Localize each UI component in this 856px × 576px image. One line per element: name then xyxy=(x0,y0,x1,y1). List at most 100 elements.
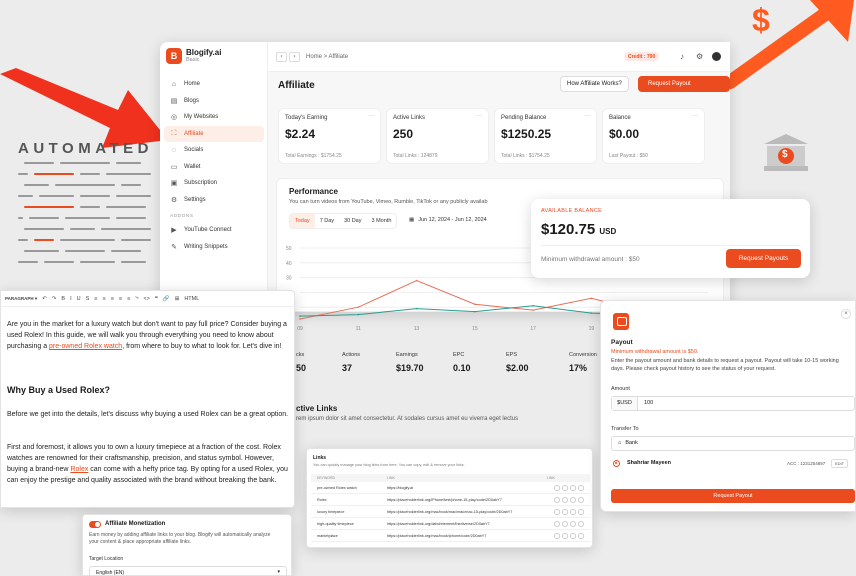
toolbar-button[interactable]: 🔗 xyxy=(162,295,170,302)
editor-paragraph-3[interactable]: First and foremost, it allows you to own… xyxy=(7,442,290,486)
rolex-link[interactable]: Rolex xyxy=(70,466,89,473)
request-payout-submit-button[interactable]: Request Payout xyxy=(611,489,855,503)
back-button[interactable]: ‹ xyxy=(276,52,287,62)
link-cell[interactable]: https://placeholderlink.org/mac/book/iph… xyxy=(387,534,487,538)
decorative-line xyxy=(80,173,100,175)
toolbar-button[interactable]: B xyxy=(61,295,66,302)
decorative-line xyxy=(116,195,151,197)
account-radio[interactable] xyxy=(613,460,620,467)
toolbar-button[interactable]: ≡ xyxy=(102,295,106,302)
date-range-picker[interactable]: ▦ Jun 12, 2024 - Jun 12, 2024 xyxy=(409,213,487,227)
more-icon[interactable]: ··· xyxy=(476,113,482,119)
copy-icon[interactable] xyxy=(554,497,560,503)
edit-icon[interactable] xyxy=(562,533,568,539)
currency-select[interactable]: $USD xyxy=(612,397,638,410)
toolbar-button[interactable]: ≡ xyxy=(110,295,114,302)
bell-icon[interactable]: ♪ xyxy=(680,52,684,61)
how-affiliate-works-button[interactable]: How Affiliate Works? xyxy=(560,76,629,92)
view-icon[interactable] xyxy=(570,509,576,515)
toolbar-button[interactable]: ≡ xyxy=(127,295,131,302)
more-icon[interactable]: ··· xyxy=(368,113,374,119)
bank-account-option[interactable]: Shahriar Mayeen ACC : 1231254897 EDIT xyxy=(611,456,855,471)
addons-heading: ADDONS xyxy=(170,214,194,219)
delete-icon[interactable] xyxy=(578,485,584,491)
tab-30-day[interactable]: 30 Day xyxy=(344,218,362,224)
avatar[interactable] xyxy=(712,52,721,61)
toolbar-button[interactable]: I xyxy=(70,295,72,302)
home-icon: ⌂ xyxy=(171,80,177,88)
toolbar-button[interactable]: U xyxy=(76,295,81,302)
toolbar-button[interactable]: HTML xyxy=(184,295,200,302)
gear-icon[interactable]: ⚙ xyxy=(696,52,704,61)
edit-icon[interactable] xyxy=(562,485,568,491)
editor-toolbar: PARAGRAPH ▾ ↶ ↷ B I U S ≡ ≡ ≡ ≡ ≡ ⤷ <> ❝ 🔗 ⊞ HTML xyxy=(1,291,296,307)
toolbar-button[interactable]: ⊞ xyxy=(174,295,180,302)
view-icon[interactable] xyxy=(570,533,576,539)
amount-field[interactable]: $USD 100 xyxy=(611,396,855,411)
tab-today[interactable]: Today xyxy=(290,214,315,228)
edit-icon[interactable] xyxy=(562,521,568,527)
toolbar-button[interactable]: ❝ xyxy=(154,295,158,302)
decorative-line xyxy=(34,173,74,175)
data-point xyxy=(474,303,476,306)
brand[interactable]: B Blogify.ai Basic xyxy=(166,48,221,64)
toolbar-button[interactable]: <> xyxy=(143,295,150,302)
editor-heading[interactable]: Why Buy a Used Rolex? xyxy=(7,385,111,395)
toolbar-button[interactable]: ⤷ xyxy=(135,295,139,301)
sidebar-item-subscription[interactable]: ▣ Subscription xyxy=(164,175,264,192)
link-cell[interactable]: https://placeholderlink.org/iPhone/test/… xyxy=(387,498,502,502)
link-cell[interactable]: https://placeholderlink.org/dabd/element… xyxy=(387,522,490,526)
copy-icon[interactable] xyxy=(554,533,560,539)
editor-paragraph-1[interactable]: Are you in the market for a luxury watch… xyxy=(7,319,290,352)
toolbar-button[interactable]: ≡ xyxy=(94,295,98,302)
sidebar-item-socials[interactable]: ◌ Socials xyxy=(164,142,264,159)
sidebar-item-my-websites[interactable]: ◎ My Websites xyxy=(164,109,264,126)
sidebar-item-affiliate[interactable]: ⛶ Affiliate xyxy=(164,125,264,142)
delete-icon[interactable] xyxy=(578,533,584,539)
payout-modal: × Payout Minimum withdrawal amount is $5… xyxy=(600,300,856,512)
request-payout-button[interactable]: Request Payout xyxy=(638,76,730,92)
delete-icon[interactable] xyxy=(578,509,584,515)
header-link: LINK xyxy=(387,476,395,480)
target-location-select[interactable]: English (EN) ▾ xyxy=(89,566,287,576)
sidebar-item-home[interactable]: ⌂ Home xyxy=(164,76,264,93)
delete-icon[interactable] xyxy=(578,521,584,527)
monetization-toggle[interactable] xyxy=(89,521,101,528)
tab-7-day[interactable]: 7 Day xyxy=(319,218,335,224)
bank-select[interactable]: ⌂ Bank xyxy=(611,436,855,451)
toolbar-button[interactable]: ↷ xyxy=(51,295,57,302)
y-tick-label: 30 xyxy=(286,276,292,282)
toolbar-button[interactable]: ↶ xyxy=(42,295,47,302)
toolbar-button[interactable]: PARAGRAPH ▾ xyxy=(5,295,38,301)
edit-icon[interactable] xyxy=(562,497,568,503)
tab-3-month[interactable]: 3 Month xyxy=(371,218,392,224)
edit-icon[interactable] xyxy=(562,509,568,515)
toolbar-button[interactable]: S xyxy=(85,295,90,302)
sidebar-item-writing-snippets[interactable]: ✎ Writing Snippets xyxy=(164,239,264,256)
editor-paragraph-2[interactable]: Before we get into the details, let's di… xyxy=(7,411,289,418)
copy-icon[interactable] xyxy=(554,521,560,527)
rolex-watch-link[interactable]: pre-owned Rolex watch xyxy=(49,343,123,350)
view-icon[interactable] xyxy=(570,485,576,491)
link-cell[interactable]: https://blogify.ai xyxy=(387,486,414,490)
edit-account-button[interactable]: EDIT xyxy=(831,459,849,468)
sidebar-item-settings[interactable]: ⚙ Settings xyxy=(164,192,264,209)
copy-icon[interactable] xyxy=(554,509,560,515)
sidebar-item-youtube-connect[interactable]: ▶ YouTube Connect xyxy=(164,222,264,239)
request-payouts-button[interactable]: Request Payouts xyxy=(726,249,801,268)
close-icon[interactable]: × xyxy=(841,309,851,319)
link-cell[interactable]: https://placeholderlink.org/mac/book/mac… xyxy=(387,510,513,514)
sidebar-item-wallet[interactable]: ▭ Wallet xyxy=(164,159,264,176)
credit-badge[interactable]: Credit : 790 xyxy=(624,52,660,61)
copy-icon[interactable] xyxy=(554,485,560,491)
delete-icon[interactable] xyxy=(578,497,584,503)
sidebar-item-blogs[interactable]: ▤ Blogs xyxy=(164,93,264,110)
view-icon[interactable] xyxy=(570,497,576,503)
more-icon[interactable]: ··· xyxy=(584,113,590,119)
forward-button[interactable]: › xyxy=(289,52,300,62)
payout-min-text: Minimum withdrawal amount is $50. xyxy=(611,349,699,355)
view-icon[interactable] xyxy=(570,521,576,527)
more-icon[interactable]: ··· xyxy=(692,113,698,119)
toolbar-button[interactable]: ≡ xyxy=(118,295,123,302)
amount-input[interactable]: 100 xyxy=(644,400,654,406)
